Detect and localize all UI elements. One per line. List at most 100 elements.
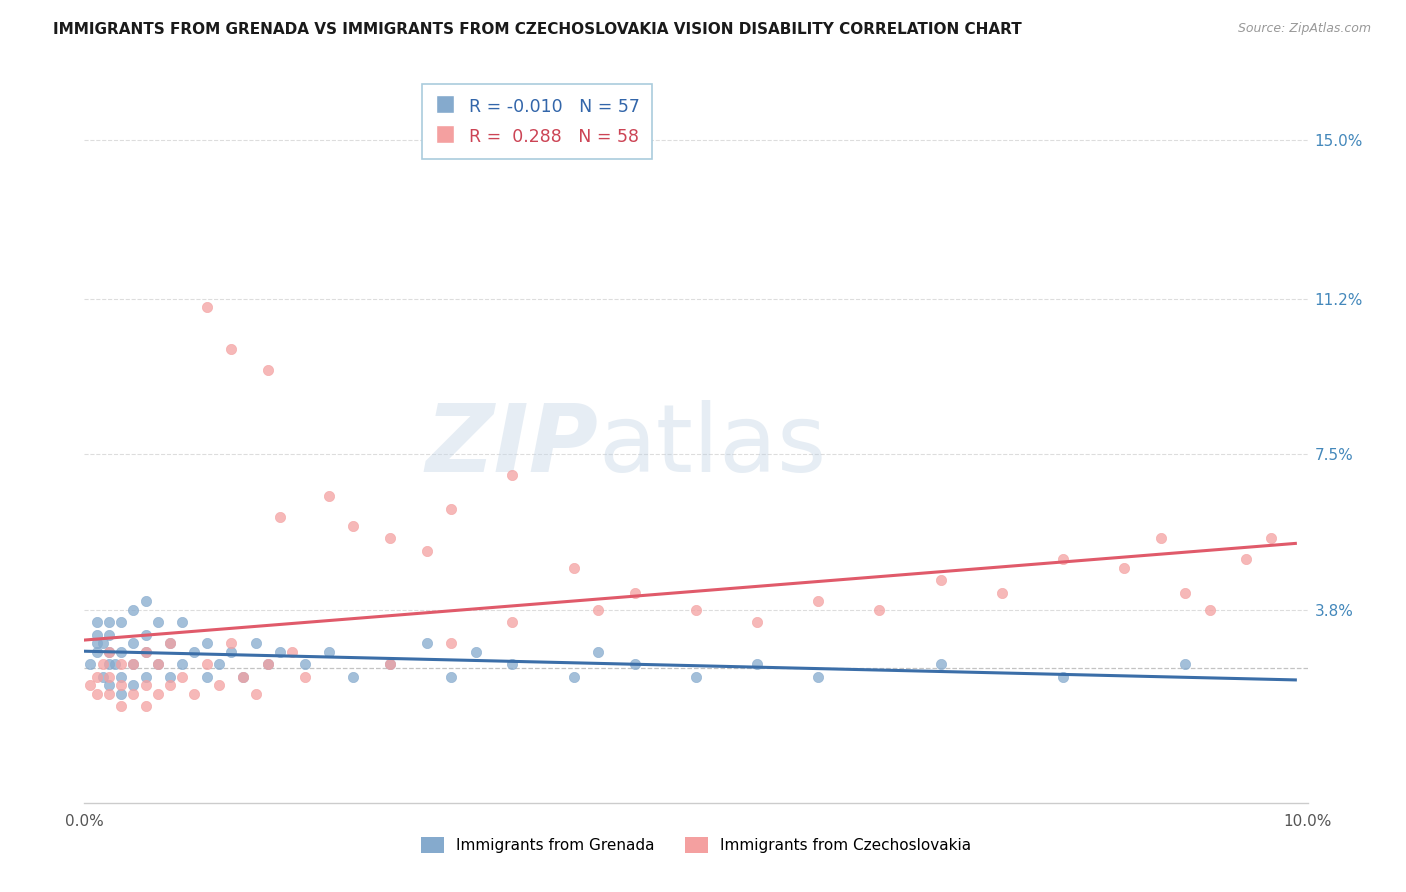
Point [416, 544, 439, 558]
Point [502, 468, 524, 483]
Point [1052, 670, 1074, 684]
Point [416, 636, 439, 650]
Point [86, 615, 108, 630]
Point [195, 636, 218, 650]
Text: atlas: atlas [598, 400, 827, 492]
Point [208, 657, 231, 672]
Point [110, 699, 132, 714]
Point [257, 363, 280, 377]
Point [991, 586, 1014, 600]
Point [97, 687, 120, 701]
Point [195, 301, 218, 315]
Point [135, 645, 157, 659]
Point [342, 670, 364, 684]
Point [135, 678, 157, 692]
Point [440, 670, 463, 684]
Point [86, 687, 108, 701]
Point [380, 532, 402, 546]
Point [232, 670, 254, 684]
Point [159, 636, 181, 650]
Point [1114, 560, 1136, 574]
Point [135, 594, 157, 608]
Point [97, 670, 120, 684]
Point [502, 615, 524, 630]
Point [86, 628, 108, 642]
Point [110, 645, 132, 659]
Point [122, 687, 145, 701]
Point [624, 657, 647, 672]
Point [86, 645, 108, 659]
Point [1174, 586, 1197, 600]
Point [146, 687, 169, 701]
Point [342, 518, 364, 533]
Point [219, 636, 242, 650]
Point [1174, 657, 1197, 672]
Point [110, 670, 132, 684]
Point [97, 678, 120, 692]
Point [807, 670, 830, 684]
Point [245, 636, 267, 650]
Point [97, 657, 120, 672]
Point [318, 489, 340, 503]
Point [747, 657, 769, 672]
Point [122, 657, 145, 672]
Point [183, 687, 205, 701]
Text: Source: ZipAtlas.com: Source: ZipAtlas.com [1237, 22, 1371, 36]
Point [159, 678, 181, 692]
Point [1150, 532, 1173, 546]
Point [135, 670, 157, 684]
Point [135, 699, 157, 714]
Point [172, 657, 194, 672]
Point [929, 657, 952, 672]
Point [747, 615, 769, 630]
Point [135, 645, 157, 659]
Point [195, 657, 218, 672]
Point [269, 645, 291, 659]
Point [380, 657, 402, 672]
Point [380, 657, 402, 672]
Point [91, 636, 114, 650]
Point [929, 574, 952, 588]
Point [122, 603, 145, 617]
Point [122, 678, 145, 692]
Text: ZIP: ZIP [425, 400, 598, 492]
Point [122, 657, 145, 672]
Point [110, 678, 132, 692]
Point [91, 657, 114, 672]
Point [219, 645, 242, 659]
Point [464, 645, 486, 659]
Point [91, 670, 114, 684]
Legend: Immigrants from Grenada, Immigrants from Czechoslovakia: Immigrants from Grenada, Immigrants from… [415, 831, 977, 859]
Point [97, 628, 120, 642]
Point [562, 670, 585, 684]
Point [183, 645, 205, 659]
Point [110, 615, 132, 630]
Point [257, 657, 280, 672]
Point [97, 615, 120, 630]
Point [104, 657, 127, 672]
Point [195, 670, 218, 684]
Point [110, 687, 132, 701]
Point [232, 670, 254, 684]
Point [685, 603, 707, 617]
Point [86, 636, 108, 650]
Point [281, 645, 304, 659]
Point [440, 502, 463, 516]
Point [869, 603, 891, 617]
Point [1260, 532, 1282, 546]
Point [219, 343, 242, 357]
Point [586, 603, 609, 617]
Point [86, 670, 108, 684]
Point [97, 645, 120, 659]
Point [294, 657, 316, 672]
Point [79, 678, 101, 692]
Point [318, 645, 340, 659]
Point [440, 636, 463, 650]
Point [269, 510, 291, 524]
Text: IMMIGRANTS FROM GRENADA VS IMMIGRANTS FROM CZECHOSLOVAKIA VISION DISABILITY CORR: IMMIGRANTS FROM GRENADA VS IMMIGRANTS FR… [53, 22, 1022, 37]
Point [146, 615, 169, 630]
Point [562, 560, 585, 574]
Point [146, 657, 169, 672]
Point [110, 657, 132, 672]
Point [257, 657, 280, 672]
